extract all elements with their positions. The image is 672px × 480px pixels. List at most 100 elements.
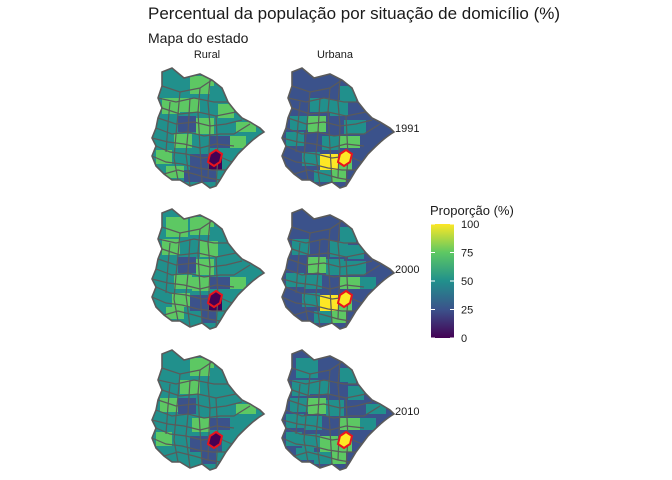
legend-title: Proporção (%) <box>430 203 514 218</box>
map-region <box>202 452 216 464</box>
highlighted-region <box>206 430 224 450</box>
state-outline <box>151 208 266 330</box>
map-region <box>214 402 236 416</box>
map-region <box>340 368 356 384</box>
map-region <box>166 76 188 96</box>
row-strip-labels: 1991 2000 2010 <box>395 123 419 418</box>
state-outline <box>281 349 396 471</box>
map-region <box>286 291 302 305</box>
map-panel-rural-1991 <box>151 67 266 189</box>
map-region <box>178 398 196 414</box>
map-region <box>160 398 178 412</box>
row-label-1991: 1991 <box>395 123 419 135</box>
state-outline <box>281 208 396 330</box>
map-panel-urbana-1991 <box>281 67 396 189</box>
map-region <box>320 217 344 235</box>
map-region <box>290 398 308 412</box>
map-region <box>344 402 366 416</box>
map-region <box>210 418 230 430</box>
legend-tick-label: 100 <box>461 219 479 231</box>
map-region <box>210 136 230 148</box>
state-outline <box>281 67 396 189</box>
map-region <box>286 432 302 446</box>
map-region <box>160 116 178 130</box>
legend: Proporção (%) 0 25 50 75 100 <box>430 203 514 345</box>
column-label-urbana: Urbana <box>317 49 354 61</box>
map-region <box>360 136 376 148</box>
map-region <box>172 152 190 166</box>
map-region <box>344 261 366 275</box>
state-outline <box>151 349 266 471</box>
map-region <box>296 166 314 178</box>
map-region <box>302 434 320 448</box>
map-region <box>210 86 226 102</box>
map-panel-urbana-2010 <box>281 349 396 471</box>
map-region <box>340 277 360 289</box>
map-region <box>230 277 246 289</box>
map-region <box>308 398 326 414</box>
map-region <box>360 277 376 289</box>
map-region <box>296 448 314 460</box>
column-label-rural: Rural <box>194 49 220 61</box>
map-panel-rural-2010 <box>151 349 266 471</box>
map-region <box>286 150 302 164</box>
state-outline <box>151 67 266 189</box>
map-panel-rural-2000 <box>151 208 266 330</box>
map-region <box>214 120 236 134</box>
row-label-2000: 2000 <box>395 264 419 276</box>
map-region <box>172 434 190 448</box>
map-region <box>320 76 344 94</box>
map-region <box>190 76 214 94</box>
map-region <box>210 227 226 243</box>
highlighted-region <box>206 289 224 309</box>
map-region <box>296 358 318 378</box>
map-region <box>296 76 318 96</box>
map-region <box>190 358 214 376</box>
map-region <box>202 311 216 323</box>
row-label-2010: 2010 <box>395 406 419 418</box>
map-region <box>320 358 344 376</box>
highlighted-region <box>206 148 224 168</box>
map-region <box>230 418 246 430</box>
map-region <box>172 293 190 307</box>
map-region <box>166 217 188 237</box>
legend-tick-label: 75 <box>461 248 473 260</box>
map-region <box>156 291 172 305</box>
map-region <box>308 116 326 132</box>
map-region <box>302 152 320 166</box>
map-region <box>230 136 246 148</box>
map-region <box>332 170 346 182</box>
map-region <box>166 358 188 378</box>
map-region <box>332 452 346 464</box>
highlighted-region <box>336 148 354 168</box>
map-region <box>340 418 360 430</box>
map-region <box>160 257 178 271</box>
map-panels <box>151 67 396 471</box>
map-region <box>178 257 196 273</box>
map-region <box>178 116 196 132</box>
map-region <box>296 217 318 237</box>
legend-tick-label: 25 <box>461 305 473 317</box>
chart-title: Percentual da população por situação de … <box>148 4 561 23</box>
map-region <box>302 293 320 307</box>
map-region <box>202 170 216 182</box>
legend-tick-label: 0 <box>461 333 467 345</box>
highlighted-region <box>336 430 354 450</box>
map-region <box>296 307 314 319</box>
map-region <box>156 150 172 164</box>
map-region <box>214 261 236 275</box>
map-region <box>340 136 360 148</box>
map-region <box>290 257 308 271</box>
map-region <box>340 227 356 243</box>
map-region <box>190 217 214 235</box>
map-region <box>308 257 326 273</box>
chart-subtitle: Mapa do estado <box>148 30 249 46</box>
highlighted-region <box>336 289 354 309</box>
map-region <box>340 86 356 102</box>
map-region <box>156 432 172 446</box>
map-panel-urbana-2000 <box>281 208 396 330</box>
map-region <box>166 166 184 178</box>
map-region <box>290 116 308 130</box>
column-strip-labels: Rural Urbana <box>194 49 354 61</box>
map-region <box>210 277 230 289</box>
